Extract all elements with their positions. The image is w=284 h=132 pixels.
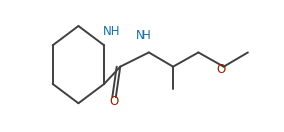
- Text: O: O: [217, 63, 226, 76]
- Text: H: H: [142, 29, 151, 42]
- Text: O: O: [109, 95, 118, 108]
- Text: N: N: [136, 29, 145, 42]
- Text: NH: NH: [103, 25, 120, 38]
